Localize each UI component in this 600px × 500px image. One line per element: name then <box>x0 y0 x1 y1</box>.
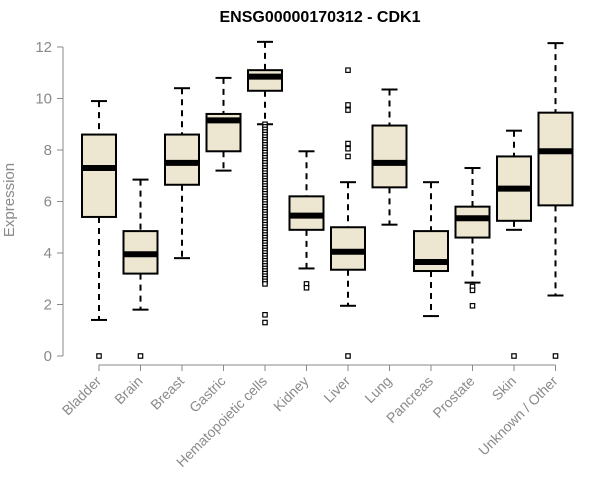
iqr-box <box>413 230 449 273</box>
y-axis-label: Expression <box>1 163 18 237</box>
x-tick-label: Kidney <box>270 373 312 415</box>
outlier-point <box>345 153 351 160</box>
y-tick-label: 12 <box>35 39 52 56</box>
x-tick-label: Bladder <box>59 373 105 419</box>
box-bladder <box>81 100 117 359</box>
y-tick-label: 8 <box>44 142 52 159</box>
outlier-point <box>345 145 351 152</box>
y-tick-label: 2 <box>44 297 52 314</box>
outlier-point <box>345 67 351 73</box>
iqr-box <box>164 133 200 186</box>
outlier-point <box>552 353 559 359</box>
y-tick-label: 6 <box>44 194 52 211</box>
outlier-point <box>262 319 268 326</box>
outlier-point <box>469 287 476 294</box>
chart-title: ENSG00000170312 - CDK1 <box>219 9 420 26</box>
box-hematopoietic-cells <box>247 40 283 326</box>
iqr-box <box>247 69 283 92</box>
outlier-point <box>303 284 310 291</box>
outlier-point <box>469 302 476 309</box>
outlier-point <box>345 140 351 147</box>
x-tick-label: Prostate <box>429 373 477 421</box>
box-skin <box>496 129 532 359</box>
box-series <box>81 40 574 359</box>
outlier-point <box>345 102 351 108</box>
iqr-box <box>330 226 366 271</box>
box-lung <box>371 88 408 226</box>
box-breast <box>164 87 200 260</box>
y-tick-label: 10 <box>35 91 52 108</box>
box-liver <box>330 67 366 359</box>
y-tick-label: 0 <box>44 348 52 365</box>
x-tick-label: Skin <box>489 373 520 404</box>
x-tick-label: Unknown / Other <box>475 373 561 459</box>
box-prostate <box>454 167 491 309</box>
x-tick-label: Brain <box>111 373 145 407</box>
iqr-box <box>371 124 408 189</box>
iqr-box <box>537 111 574 207</box>
y-tick-label: 4 <box>44 245 52 262</box>
box-brain <box>122 178 159 359</box>
outlier-point <box>262 312 268 318</box>
box-gastric <box>205 76 242 172</box>
outlier-point <box>262 281 268 287</box>
iqr-box <box>81 133 117 218</box>
x-tick-label: Liver <box>320 373 353 406</box>
x-tick-label: Breast <box>147 373 187 413</box>
box-unknown-other <box>537 42 574 359</box>
y-axis: 0 2 4 6 8 10 12 <box>35 39 64 365</box>
outlier-point <box>345 107 351 113</box>
box-kidney <box>288 150 325 291</box>
outlier-point <box>345 353 351 359</box>
box-pancreas <box>413 181 449 318</box>
outlier-point <box>511 353 517 359</box>
iqr-box <box>454 205 491 239</box>
outlier-point <box>96 353 102 359</box>
x-tick-label: Lung <box>361 373 394 406</box>
outlier-point <box>137 353 144 359</box>
